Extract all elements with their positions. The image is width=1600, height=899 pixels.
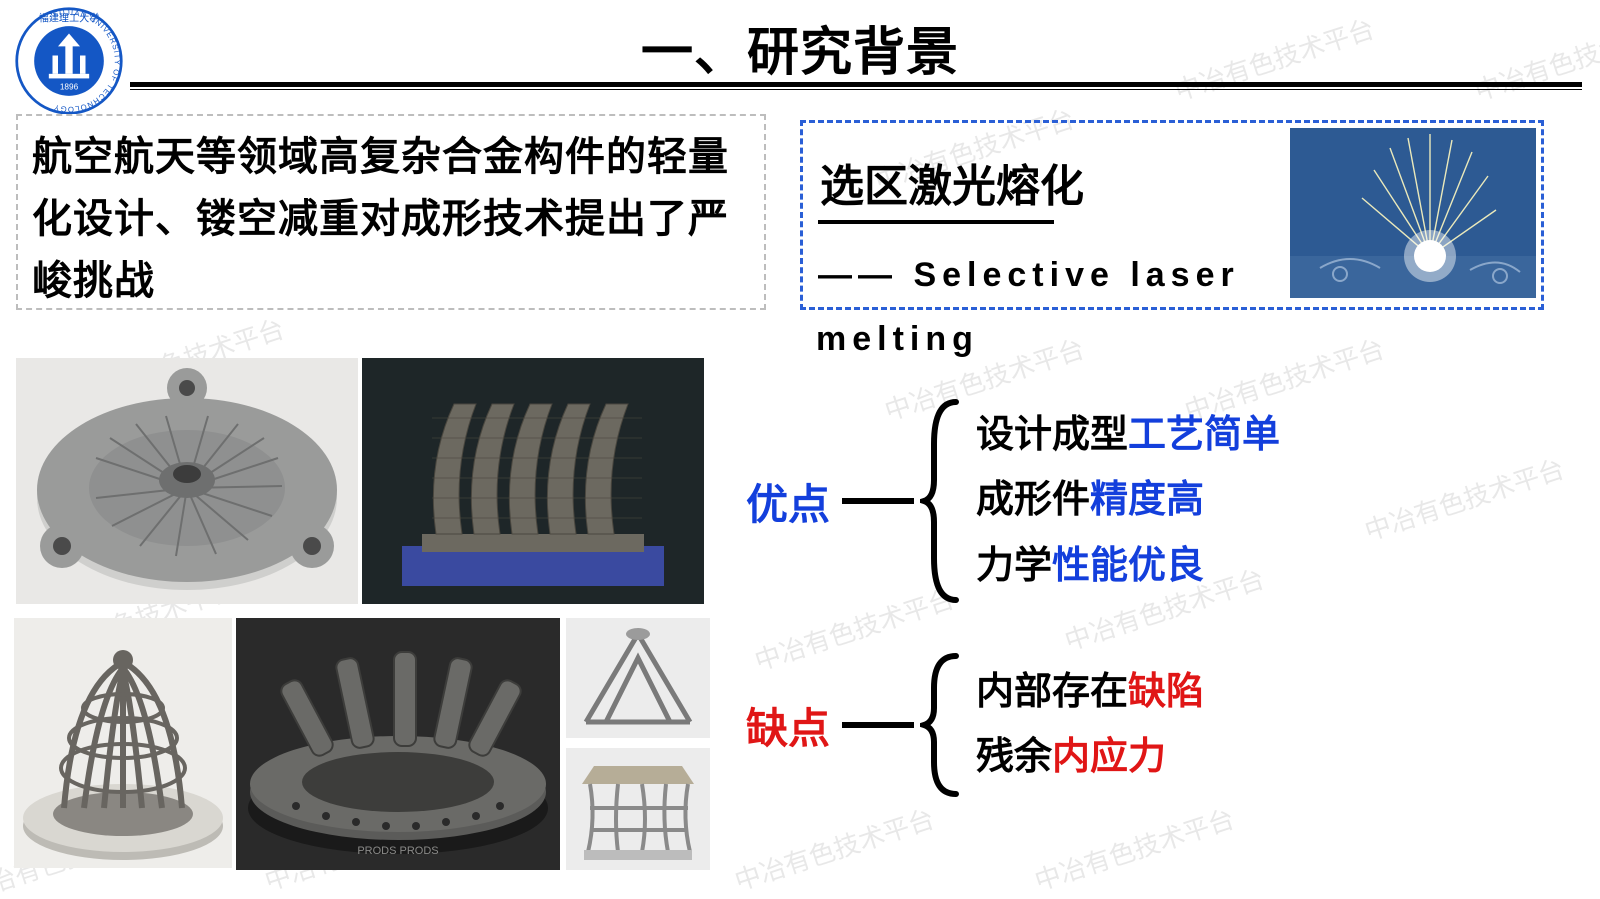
watermark: 中冶有色技术平台 [1029,799,1238,898]
cons-item: 残余内应力 [976,725,1204,790]
watermark: 中冶有色技术平台 [729,799,938,898]
watermark: 中冶有色技术平台 [1359,449,1568,548]
slide-title: 一、研究背景 [0,10,1600,85]
svg-text:PRODS PRODS: PRODS PRODS [357,845,438,857]
cons-item: 内部存在缺陷 [976,660,1204,725]
pros-lines: 设计成型工艺简单 成形件精度高 力学性能优良 [976,403,1280,599]
title-underline [130,82,1582,90]
pros-label: 优点 [746,471,830,532]
brace-icon [920,396,966,606]
photo-impeller-disc [16,358,358,604]
description-box: 航空航天等领域高复杂合金构件的轻量化设计、镂空减重对成形技术提出了严峻挑战 [16,114,766,310]
pros-group: 优点 设计成型工艺简单 成形件精度高 力学性能优良 [746,396,1280,606]
pros-item: 成形件精度高 [976,468,1280,533]
brace-icon [920,650,966,800]
cons-lines: 内部存在缺陷 残余内应力 [976,660,1204,791]
photo-dome-lattice [14,618,232,868]
cons-group: 缺点 内部存在缺陷 残余内应力 [746,650,1204,800]
photo-combustor-ring: PRODS PRODS [236,618,560,870]
pros-connector [842,498,914,504]
slm-text: 选区激光熔化 [820,150,1290,214]
photo-bracket-lattice [566,618,710,738]
slm-subtitle-1: —— Selective laser [818,256,1240,295]
slm-subtitle-2: melting [816,320,979,359]
cons-label: 缺点 [746,695,830,756]
pros-item: 设计成型工艺简单 [976,403,1280,468]
photo-lattice-turbine-blades [362,358,704,604]
slm-heading: 选区激光熔化 [820,150,1290,214]
photo-table-lattice [566,748,710,870]
slm-process-photo [1290,128,1536,298]
cons-connector [842,722,914,728]
pros-item: 力学性能优良 [976,534,1280,599]
description-text: 航空航天等领域高复杂合金构件的轻量化设计、镂空减重对成形技术提出了严峻挑战 [32,126,750,312]
slm-underline [818,220,1054,224]
